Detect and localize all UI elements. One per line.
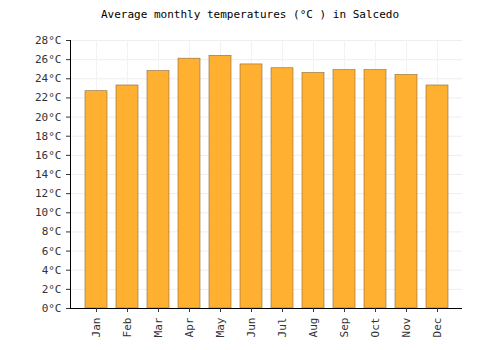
svg-text:12°C: 12°C: [35, 187, 62, 200]
svg-text:8°C: 8°C: [42, 225, 62, 238]
svg-text:Dec: Dec: [431, 318, 444, 338]
svg-text:0°C: 0°C: [42, 302, 62, 315]
svg-text:Sep: Sep: [338, 318, 351, 338]
svg-text:4°C: 4°C: [42, 264, 62, 277]
svg-text:24°C: 24°C: [35, 72, 62, 85]
svg-text:Jun: Jun: [245, 318, 258, 338]
html-text:Average monthly temperatures (: Average monthly temperatures (°C ) in Sa…: [101, 8, 399, 21]
svg-text:Jan: Jan: [90, 318, 103, 338]
svg-text:18°C: 18°C: [35, 130, 62, 143]
svg-text:14°C: 14°C: [35, 168, 62, 181]
svg-text:Aug: Aug: [307, 318, 320, 338]
svg-text:Mar: Mar: [152, 317, 165, 337]
svg-text:May: May: [214, 317, 227, 337]
svg-text:2°C: 2°C: [42, 283, 62, 296]
svg-text:Nov: Nov: [400, 317, 413, 337]
svg-text:10°C: 10°C: [35, 206, 62, 219]
svg-text:Jul: Jul: [276, 318, 289, 338]
svg-text:16°C: 16°C: [35, 149, 62, 162]
svg-text:26°C: 26°C: [35, 53, 62, 66]
svg-text:Oct: Oct: [369, 318, 382, 338]
svg-text:Apr: Apr: [183, 317, 196, 337]
svg-text:6°C: 6°C: [42, 245, 62, 258]
svg-text:22°C: 22°C: [35, 91, 62, 104]
svg-text:20°C: 20°C: [35, 111, 62, 124]
svg-text:28°C: 28°C: [35, 34, 62, 47]
svg-text:Feb: Feb: [121, 318, 134, 338]
